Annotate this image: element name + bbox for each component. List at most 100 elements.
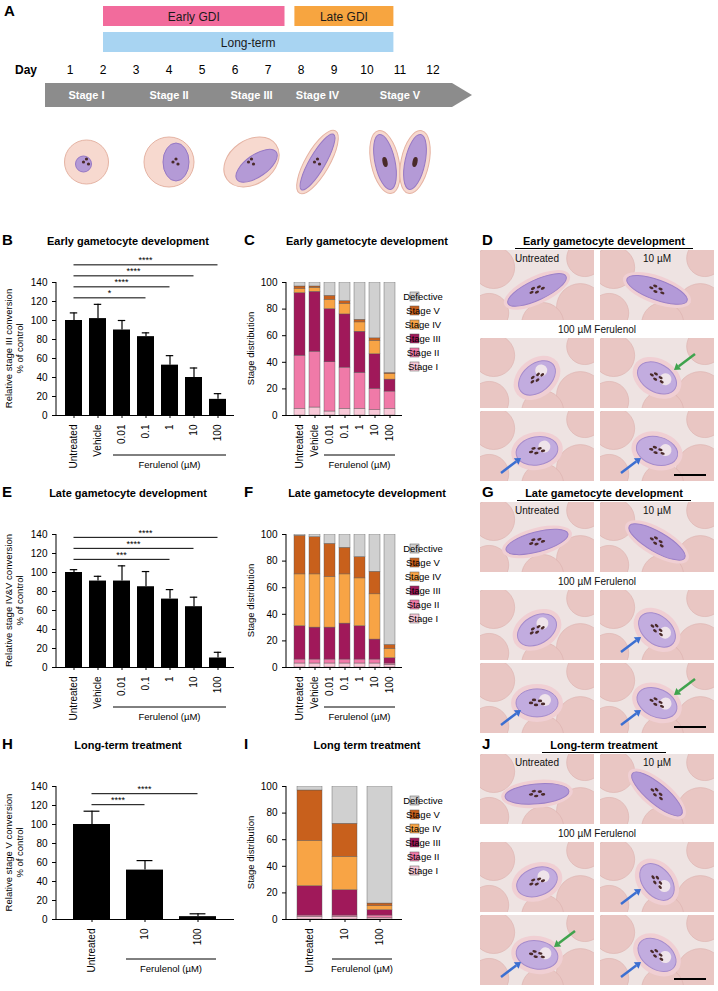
svg-text:****: **** xyxy=(138,255,153,265)
svg-text:Untreated: Untreated xyxy=(515,505,559,516)
svg-text:0: 0 xyxy=(272,914,278,925)
svg-text:Early GDI: Early GDI xyxy=(168,10,220,24)
svg-text:1: 1 xyxy=(354,676,365,682)
svg-text:8: 8 xyxy=(298,63,305,77)
svg-text:Vehicle: Vehicle xyxy=(92,424,103,457)
svg-text:Stage distribution: Stage distribution xyxy=(245,564,256,637)
svg-text:Stage II: Stage II xyxy=(407,599,440,610)
svg-text:60: 60 xyxy=(36,857,48,868)
svg-text:Late GDI: Late GDI xyxy=(320,10,368,24)
svg-text:Stage II: Stage II xyxy=(407,347,440,358)
svg-text:80: 80 xyxy=(36,586,48,597)
svg-text:Vehicle: Vehicle xyxy=(309,676,320,709)
svg-text:0: 0 xyxy=(42,410,48,421)
svg-text:Ferulenol (µM): Ferulenol (µM) xyxy=(139,711,201,722)
svg-text:2: 2 xyxy=(100,63,107,77)
svg-text:3: 3 xyxy=(133,63,140,77)
svg-text:****: **** xyxy=(138,528,153,538)
svg-text:40: 40 xyxy=(266,861,278,872)
svg-text:Untreated: Untreated xyxy=(68,677,79,721)
svg-text:Stage IV: Stage IV xyxy=(405,823,442,834)
svg-text:0.01: 0.01 xyxy=(324,424,335,444)
svg-text:Untreated: Untreated xyxy=(68,425,79,469)
svg-text:1: 1 xyxy=(67,63,74,77)
svg-text:40: 40 xyxy=(266,609,278,620)
svg-text:120: 120 xyxy=(31,548,48,559)
svg-text:100: 100 xyxy=(31,315,48,326)
svg-text:12: 12 xyxy=(426,63,440,77)
svg-text:10 µM: 10 µM xyxy=(643,253,671,264)
svg-text:7: 7 xyxy=(265,63,272,77)
svg-text:Day: Day xyxy=(15,63,37,77)
svg-text:140: 140 xyxy=(31,529,48,540)
svg-text:5: 5 xyxy=(199,63,206,77)
svg-text:100: 100 xyxy=(212,676,223,693)
svg-text:10: 10 xyxy=(139,928,150,940)
svg-text:0.1: 0.1 xyxy=(339,424,350,438)
svg-text:Ferulenol (µM): Ferulenol (µM) xyxy=(329,459,391,470)
svg-text:Stage I: Stage I xyxy=(68,89,104,101)
svg-text:1: 1 xyxy=(164,676,175,682)
svg-text:140: 140 xyxy=(31,277,48,288)
svg-text:100: 100 xyxy=(261,529,278,540)
svg-text:Relative stage IV&V conversion: Relative stage IV&V conversion% of contr… xyxy=(3,534,25,667)
svg-text:1: 1 xyxy=(354,424,365,430)
svg-text:Untreated: Untreated xyxy=(515,757,559,768)
svg-text:100: 100 xyxy=(261,277,278,288)
svg-text:80: 80 xyxy=(266,303,278,314)
svg-text:60: 60 xyxy=(36,353,48,364)
svg-text:100: 100 xyxy=(374,928,385,945)
svg-text:0: 0 xyxy=(272,662,278,673)
svg-text:Stage IV: Stage IV xyxy=(405,319,442,330)
svg-text:10 µM: 10 µM xyxy=(643,757,671,768)
svg-text:40: 40 xyxy=(36,372,48,383)
svg-text:9: 9 xyxy=(331,63,338,77)
svg-text:Ferulenol (µM): Ferulenol (µM) xyxy=(139,459,201,470)
svg-text:Untreated: Untreated xyxy=(294,677,305,721)
svg-text:Stage III: Stage III xyxy=(405,837,440,848)
svg-text:40: 40 xyxy=(266,357,278,368)
svg-text:100 µM Ferulenol: 100 µM Ferulenol xyxy=(558,324,636,335)
svg-text:Vehicle: Vehicle xyxy=(309,424,320,457)
svg-text:80: 80 xyxy=(36,838,48,849)
svg-text:A: A xyxy=(4,2,15,19)
svg-text:10: 10 xyxy=(339,928,350,940)
svg-text:Untreated: Untreated xyxy=(294,425,305,469)
svg-text:Untreated: Untreated xyxy=(86,929,97,973)
svg-text:Defective: Defective xyxy=(403,291,443,302)
svg-text:120: 120 xyxy=(31,800,48,811)
svg-text:10: 10 xyxy=(188,676,199,688)
svg-text:1: 1 xyxy=(164,424,175,430)
svg-text:60: 60 xyxy=(266,834,278,845)
svg-text:Stage III: Stage III xyxy=(405,333,440,344)
svg-text:Ferulenol (µM): Ferulenol (µM) xyxy=(329,711,391,722)
svg-text:80: 80 xyxy=(266,807,278,818)
svg-text:0.01: 0.01 xyxy=(324,676,335,696)
svg-text:10: 10 xyxy=(369,424,380,436)
svg-text:0.01: 0.01 xyxy=(116,676,127,696)
svg-text:Stage V: Stage V xyxy=(406,809,440,820)
svg-text:Defective: Defective xyxy=(403,543,443,554)
svg-text:100 µM Ferulenol: 100 µM Ferulenol xyxy=(558,828,636,839)
svg-text:100: 100 xyxy=(384,676,395,693)
svg-text:Stage III: Stage III xyxy=(405,585,440,596)
svg-text:4: 4 xyxy=(166,63,173,77)
svg-text:60: 60 xyxy=(266,582,278,593)
svg-text:Stage I: Stage I xyxy=(408,361,438,372)
svg-text:Stage distribution: Stage distribution xyxy=(245,816,256,889)
svg-text:100: 100 xyxy=(31,567,48,578)
svg-text:40: 40 xyxy=(36,624,48,635)
svg-text:140: 140 xyxy=(31,781,48,792)
svg-text:Stage V: Stage V xyxy=(406,557,440,568)
svg-text:20: 20 xyxy=(36,895,48,906)
svg-text:****: **** xyxy=(111,795,126,805)
svg-text:Stage III: Stage III xyxy=(230,89,272,101)
svg-text:Defective: Defective xyxy=(403,795,443,806)
svg-text:10 µM: 10 µM xyxy=(643,505,671,516)
svg-text:****: **** xyxy=(126,266,141,276)
svg-text:20: 20 xyxy=(36,391,48,402)
svg-text:10: 10 xyxy=(360,63,374,77)
svg-text:0: 0 xyxy=(42,914,48,925)
svg-text:Stage IV: Stage IV xyxy=(296,89,340,101)
svg-text:Relative stage V conversion% o: Relative stage V conversion% of control xyxy=(3,794,25,912)
